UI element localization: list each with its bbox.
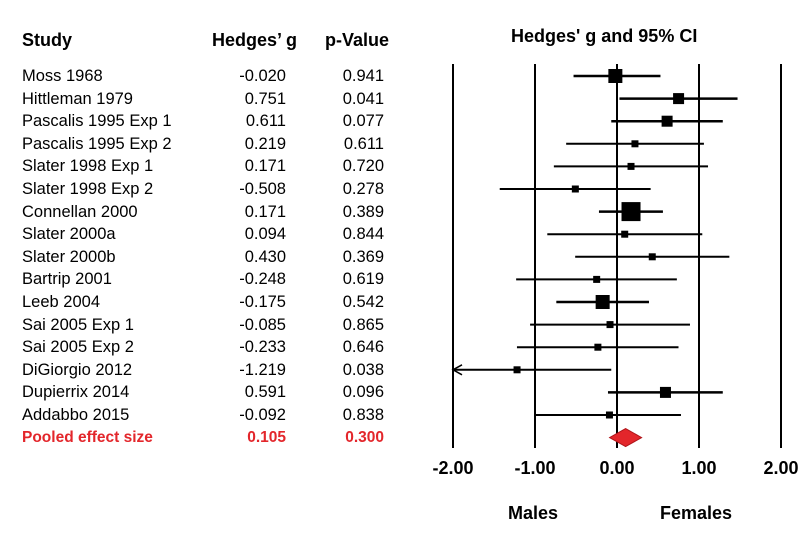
- header-hedges-g: Hedges’ g: [212, 30, 298, 50]
- p-value: 0.865: [342, 315, 384, 334]
- pooled-diamond: [608, 428, 643, 448]
- study-name: Slater 2000a: [22, 225, 116, 244]
- study-name: Bartrip 2001: [22, 270, 112, 289]
- p-value: 0.369: [342, 247, 384, 266]
- p-value: 0.041: [342, 89, 384, 108]
- hedges-g-value: 0.171: [244, 202, 286, 221]
- effect-marker: [606, 321, 614, 329]
- hedges-g-value: 0.219: [244, 134, 286, 153]
- hedges-g-value: 0.171: [244, 157, 286, 176]
- effect-marker: [571, 185, 579, 193]
- hedges-g-value: -0.092: [239, 406, 286, 424]
- study-name: DiGiorgio 2012: [22, 360, 133, 379]
- p-value: 0.096: [342, 383, 384, 402]
- effect-marker: [621, 230, 629, 238]
- p-value: 0.389: [342, 202, 384, 221]
- effect-marker: [513, 366, 521, 374]
- p-value: 0.844: [342, 225, 384, 244]
- hedges-g-value: 0.611: [245, 112, 286, 131]
- x-tick-label: 2.00: [763, 458, 798, 478]
- effect-marker: [648, 253, 656, 261]
- p-value: 0.619: [342, 270, 384, 289]
- hedges-g-value: 0.094: [244, 225, 286, 244]
- effect-marker: [673, 93, 685, 105]
- hedges-g-value: -0.233: [239, 338, 286, 357]
- study-name: Slater 2000b: [22, 247, 116, 266]
- study-name: Sai 2005 Exp 2: [22, 338, 134, 357]
- study-name: Pascalis 1995 Exp 2: [22, 134, 172, 153]
- x-tick-label: 1.00: [681, 458, 716, 478]
- p-value: 0.941: [342, 67, 384, 85]
- study-name: Slater 1998 Exp 1: [22, 157, 154, 176]
- hedges-g-value: -0.248: [239, 270, 286, 289]
- hedges-g-value: -0.175: [239, 293, 286, 311]
- effect-marker: [631, 140, 639, 148]
- header-plot-title: Hedges' g and 95% CI: [511, 26, 698, 46]
- study-name: Sai 2005 Exp 1: [22, 315, 134, 334]
- study-name: Addabbo 2015: [22, 406, 130, 424]
- p-value: 0.077: [342, 112, 384, 131]
- hedges-g-value: 0.430: [244, 247, 286, 266]
- p-value: 0.542: [342, 293, 384, 311]
- effect-marker: [605, 411, 613, 419]
- header-p-value: p-Value: [325, 30, 390, 50]
- header-study: Study: [22, 30, 73, 50]
- effect-marker: [593, 275, 601, 283]
- hedges-g-value: -1.219: [239, 360, 286, 379]
- p-value: 0.300: [345, 428, 384, 446]
- hedges-g-value: 0.105: [247, 428, 286, 446]
- x-tick-label: -1.00: [514, 458, 555, 478]
- p-value: 0.611: [343, 134, 384, 153]
- study-name: Connellan 2000: [22, 202, 138, 221]
- effect-marker: [594, 343, 602, 351]
- p-value: 0.646: [342, 338, 384, 357]
- effect-marker: [595, 295, 610, 309]
- study-name: Leeb 2004: [22, 293, 100, 311]
- hedges-g-value: -0.020: [239, 67, 286, 85]
- direction-label-females: Females: [660, 503, 733, 523]
- effect-marker: [608, 69, 623, 83]
- x-tick-label: -2.00: [432, 458, 473, 478]
- hedges-g-value: -0.508: [239, 180, 286, 198]
- hedges-g-value: 0.751: [244, 89, 286, 108]
- x-tick-label: 0.00: [599, 458, 634, 478]
- p-value: 0.838: [342, 406, 384, 424]
- study-name: Hittleman 1979: [22, 89, 133, 108]
- effect-marker: [627, 162, 635, 170]
- study-name: Dupierrix 2014: [22, 383, 130, 402]
- study-name: Pooled effect size: [22, 428, 153, 446]
- direction-label-males: Males: [508, 503, 559, 523]
- ci-arrow: [451, 364, 463, 376]
- effect-marker: [621, 202, 641, 222]
- hedges-g-value: 0.591: [244, 383, 286, 402]
- effect-marker: [659, 386, 671, 398]
- study-name: Slater 1998 Exp 2: [22, 180, 154, 198]
- p-value: 0.278: [342, 180, 384, 198]
- p-value: 0.038: [342, 360, 384, 379]
- effect-marker: [661, 115, 673, 127]
- study-name: Moss 1968: [22, 67, 103, 85]
- hedges-g-value: -0.085: [239, 315, 286, 334]
- study-name: Pascalis 1995 Exp 1: [22, 112, 172, 131]
- p-value: 0.720: [342, 157, 384, 176]
